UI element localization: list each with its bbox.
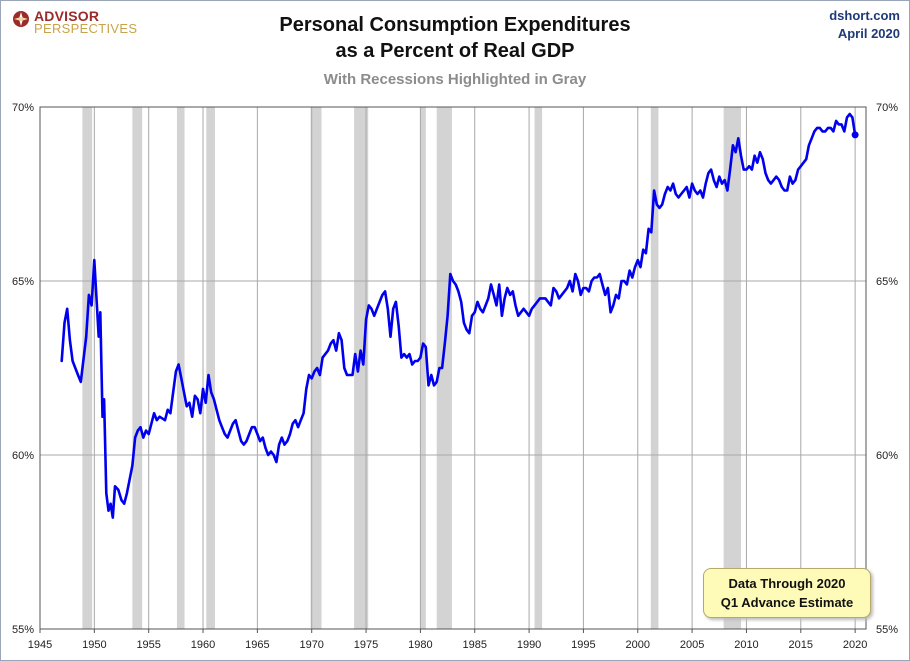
y-tick-label-left-55: 55% (12, 624, 34, 636)
recession-band-10 (723, 107, 742, 629)
x-tick-label-1955: 1955 (136, 639, 160, 651)
y-tick-label-right-65: 65% (876, 276, 898, 288)
recession-band-7 (436, 107, 452, 629)
recession-band-6 (420, 107, 426, 629)
note-line1: Data Through 2020 (728, 576, 846, 591)
x-tick-label-1945: 1945 (28, 639, 52, 651)
y-tick-label-right-60: 60% (876, 450, 898, 462)
latest-value-marker (851, 131, 859, 139)
source-site: dshort.com (829, 8, 900, 23)
source-date: April 2020 (837, 26, 900, 41)
x-tick-label-1970: 1970 (299, 639, 323, 651)
recession-band-3 (206, 107, 215, 629)
x-tick-label-1980: 1980 (408, 639, 432, 651)
x-tick-label-1965: 1965 (245, 639, 269, 651)
x-tick-label-2020: 2020 (843, 639, 867, 651)
source-block: dshort.com April 2020 (829, 7, 900, 43)
note-line2: Q1 Advance Estimate (720, 595, 854, 610)
logo-line1: ADVISOR (34, 8, 100, 24)
recession-band-1 (132, 107, 143, 629)
x-tick-label-2015: 2015 (789, 639, 813, 651)
y-axis-ticks: 55% 55% 60% 60% 65% 65% 70% 70% (12, 102, 898, 636)
advisor-perspectives-logo: ADVISOR PERSPECTIVES (12, 8, 142, 38)
recession-band-8 (534, 107, 543, 629)
y-tick-label-left-60: 60% (12, 450, 34, 462)
plot-border (39, 106, 867, 630)
recession-band-2 (176, 107, 185, 629)
x-tick-label-1950: 1950 (82, 639, 106, 651)
recession-band-9 (650, 107, 659, 629)
x-tick-label-2005: 2005 (680, 639, 704, 651)
y-tick-label-left-65: 65% (12, 276, 34, 288)
x-tick-label-1990: 1990 (517, 639, 541, 651)
y-tick-label-right-55: 55% (876, 624, 898, 636)
chart-title-line1: Personal Consumption Expenditures (279, 14, 631, 36)
x-tick-label-2010: 2010 (734, 639, 758, 651)
chart-subtitle: With Recessions Highlighted in Gray (323, 71, 587, 88)
chart-title-line2: as a Percent of Real GDP (335, 40, 575, 62)
x-axis-ticks: 1945 1950 1955 1960 1965 1970 1975 1980 1985 1990… (28, 629, 867, 651)
x-tick-label-1985: 1985 (462, 639, 486, 651)
series-line-pce-share (60, 112, 857, 519)
grid-lines (40, 107, 866, 629)
y-tick-label-right-70: 70% (876, 102, 898, 114)
data-note-box: Data Through 2020 Q1 Advance Estimate (703, 568, 871, 618)
y-tick-label-left-70: 70% (12, 102, 34, 114)
x-tick-label-1975: 1975 (354, 639, 378, 651)
series-group (60, 112, 859, 519)
x-tick-label-1960: 1960 (191, 639, 215, 651)
recession-band-0 (82, 107, 93, 629)
x-tick-label-2000: 2000 (626, 639, 650, 651)
logo-line2: PERSPECTIVES (34, 21, 138, 36)
x-tick-label-1995: 1995 (571, 639, 595, 651)
recession-band-5 (354, 107, 369, 629)
compass-icon (13, 11, 29, 27)
recession-bands (82, 107, 742, 629)
